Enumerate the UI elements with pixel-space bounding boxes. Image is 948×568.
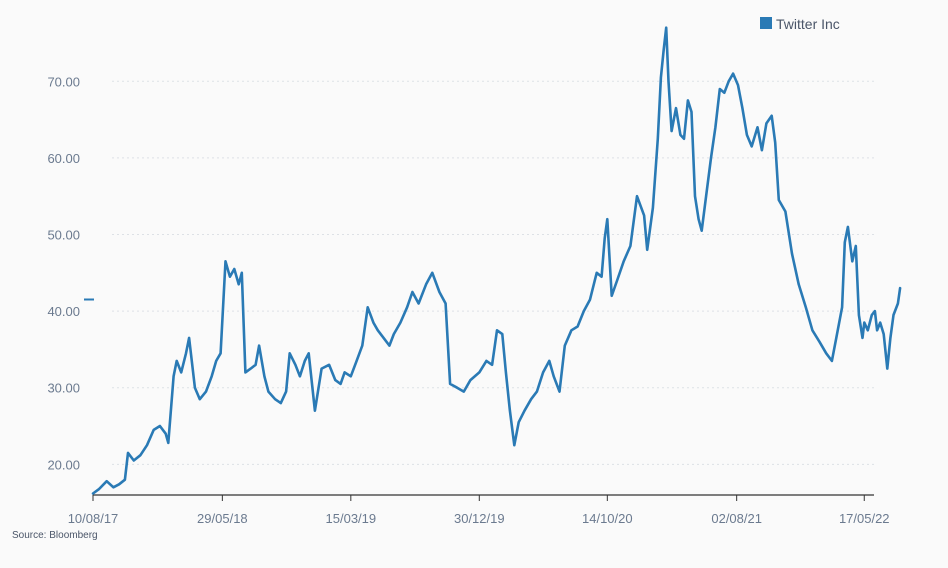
x-tick-label: 30/12/19	[454, 511, 505, 526]
y-tick-label: 20.00	[47, 457, 80, 472]
y-tick-label: 40.00	[47, 304, 80, 319]
x-tick-label: 15/03/19	[326, 511, 377, 526]
gridlines	[112, 80, 874, 465]
x-axis-ticks: 10/08/17 29/05/18 15/03/19 30/12/19 14/10/20…	[68, 495, 890, 526]
series-line-twitter-inc	[91, 26, 902, 495]
x-tick-label: 10/08/17	[68, 511, 119, 526]
legend: Twitter Inc	[760, 16, 840, 32]
y-tick-label: 50.00	[47, 228, 80, 243]
x-tick-label: 17/05/22	[839, 511, 890, 526]
y-tick-label: 30.00	[47, 381, 80, 396]
legend-label-twitter-inc: Twitter Inc	[776, 16, 840, 32]
y-axis-ticks: 20.00 30.00 40.00 50.00 60.00 70.00	[47, 74, 80, 472]
x-tick-label: 29/05/18	[197, 511, 248, 526]
source-note: Source: Bloomberg	[12, 530, 98, 541]
y-tick-label: 60.00	[47, 151, 80, 166]
x-tick-label: 02/08/21	[711, 511, 762, 526]
legend-swatch-twitter-inc	[760, 17, 772, 29]
y-axis-marker	[84, 298, 94, 301]
y-tick-label: 70.00	[47, 74, 80, 89]
x-tick-label: 14/10/20	[582, 511, 633, 526]
